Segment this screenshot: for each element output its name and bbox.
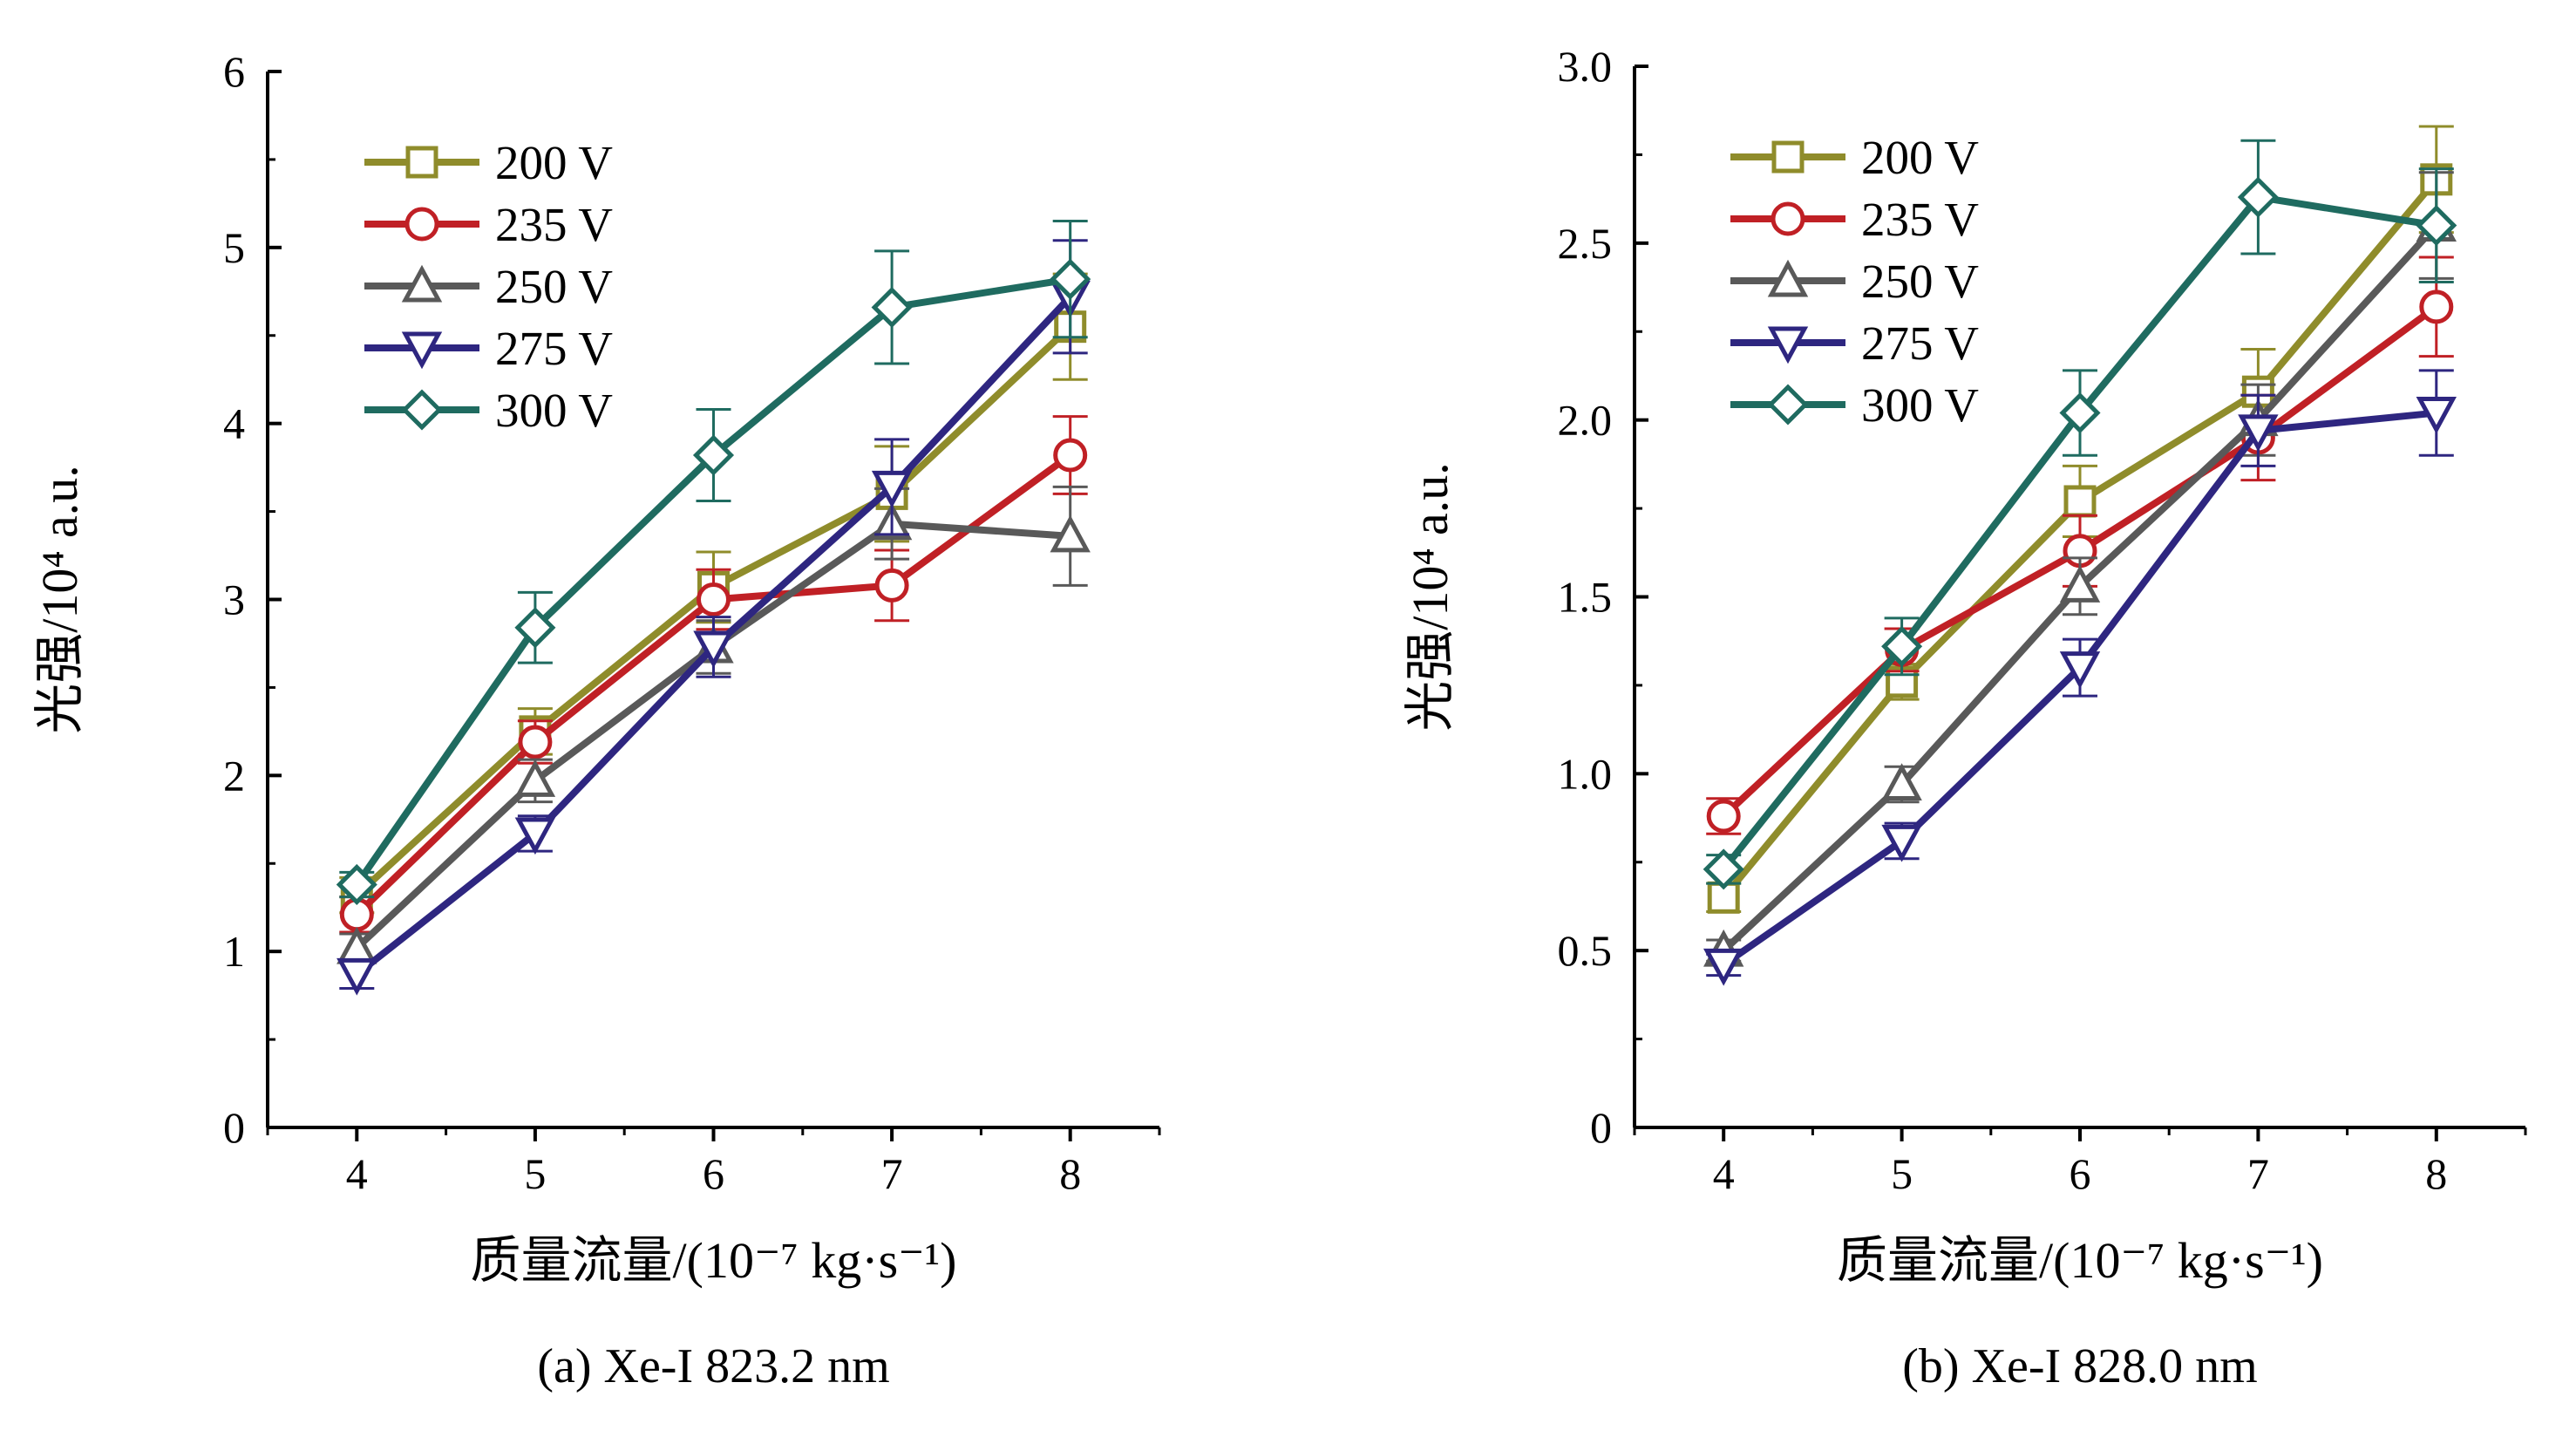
legend: 200 V 235 V 250 V 275 V 300 V	[1730, 131, 1979, 432]
y-tick-label: 1.5	[1558, 573, 1613, 622]
data-point	[1050, 258, 1091, 300]
legend-marker	[404, 207, 439, 242]
x-tick-label: 8	[2425, 1149, 2447, 1198]
x-tick-label: 5	[1891, 1149, 1913, 1198]
data-point	[514, 607, 556, 649]
x-tick-label: 7	[881, 1149, 903, 1198]
data-point	[514, 817, 556, 855]
series-300v	[1703, 139, 2457, 890]
chart-panel-a: 0 1 2 3 4 5 6 4 5 6 7 8 光强/10⁴ a.u. 质量流量/(10⁻⁷ kg·s⁻¹…	[31, 47, 1161, 1393]
x-tick-label: 6	[2070, 1149, 2091, 1198]
data-point	[1881, 625, 1923, 667]
legend-label: 250 V	[1861, 255, 1979, 308]
data-point	[1050, 514, 1091, 553]
series-275v	[1703, 369, 2457, 986]
legend-marker	[1767, 326, 1809, 364]
data-point	[1706, 799, 1741, 834]
y-axis-label: 光强/10⁴ a.u.	[1402, 462, 1458, 732]
series-300v	[336, 220, 1091, 906]
data-point	[1703, 848, 1744, 890]
legend-marker	[1771, 201, 1805, 236]
y-tick-label: 2.0	[1558, 396, 1613, 445]
legend-marker	[405, 146, 438, 179]
data-point	[1881, 763, 1922, 801]
data-point	[336, 863, 377, 906]
legend-label: 200 V	[1861, 131, 1979, 184]
y-tick-label: 0	[1590, 1103, 1612, 1152]
legend: 200 V 235 V 250 V 275 V 300 V	[364, 136, 613, 437]
legend-label: 300 V	[495, 384, 613, 437]
data-point	[692, 434, 735, 476]
legend-marker	[1767, 384, 1809, 426]
data-point	[874, 568, 909, 603]
data-point	[871, 470, 913, 508]
y-axis-label: 光强/10⁴ a.u.	[31, 465, 88, 734]
legend-label: 275 V	[1861, 317, 1979, 370]
x-tick-label: 6	[703, 1149, 724, 1198]
legend-label: 275 V	[495, 322, 613, 375]
data-point	[2416, 397, 2457, 434]
x-axis-label: 质量流量/(10⁻⁷ kg·s⁻¹)	[1837, 1232, 2323, 1289]
y-tick-label: 6	[223, 47, 245, 96]
legend-label: 200 V	[495, 136, 613, 189]
y-tick-label: 3.0	[1558, 42, 1613, 91]
y-tick-label: 0.5	[1558, 926, 1613, 975]
y-tick-label: 4	[223, 399, 245, 448]
x-tick-label: 8	[1059, 1149, 1081, 1198]
y-tick-label: 0	[223, 1103, 245, 1152]
x-tick-label: 4	[346, 1149, 368, 1198]
chart-panel-b: 0 0.5 1.0 1.5 2.0 2.5 3.0 4 5 6 7 8 光强/10⁴ a.u. 质量流量/…	[1402, 42, 2527, 1393]
data-point	[1053, 438, 1088, 473]
legend-label: 250 V	[495, 260, 613, 313]
y-tick-label: 1.0	[1558, 749, 1613, 798]
x-tick-label: 4	[1713, 1149, 1735, 1198]
x-tick-label: 7	[2247, 1149, 2269, 1198]
data-point	[2059, 565, 2101, 603]
series-235v	[339, 415, 1088, 934]
data-point	[2416, 205, 2457, 247]
data-point	[1881, 824, 1922, 862]
data-point	[514, 759, 556, 797]
y-tick-label: 2	[223, 751, 245, 800]
chart-caption: (a) Xe-I 823.2 nm	[537, 1339, 889, 1393]
legend-marker	[401, 389, 443, 431]
chart-caption: (b) Xe-I 828.0 nm	[1902, 1339, 2257, 1393]
data-point	[336, 957, 377, 996]
data-point	[2238, 414, 2279, 453]
data-point	[2059, 651, 2101, 689]
data-point	[2419, 289, 2454, 324]
legend-marker	[401, 331, 443, 370]
legend-marker	[401, 264, 443, 303]
y-tick-label: 5	[223, 223, 245, 272]
data-point	[871, 286, 913, 328]
data-point	[2237, 176, 2279, 218]
x-axis-label: 质量流量/(10⁻⁷ kg·s⁻¹)	[471, 1232, 957, 1289]
data-point	[2063, 485, 2097, 518]
y-tick-label: 2.5	[1558, 219, 1613, 268]
series-275v	[336, 239, 1091, 996]
data-point	[2059, 392, 2101, 434]
y-tick-label: 1	[223, 927, 245, 976]
legend-label: 300 V	[1861, 378, 1979, 432]
legend-label: 235 V	[1861, 193, 1979, 246]
legend-marker	[1767, 259, 1809, 297]
legend-label: 235 V	[495, 198, 613, 251]
data-point	[693, 630, 734, 669]
data-point	[518, 725, 553, 759]
x-tick-label: 5	[524, 1149, 546, 1198]
y-tick-label: 3	[223, 575, 245, 624]
legend-marker	[1771, 140, 1805, 174]
data-point	[697, 582, 731, 616]
data-point	[1703, 948, 1744, 986]
